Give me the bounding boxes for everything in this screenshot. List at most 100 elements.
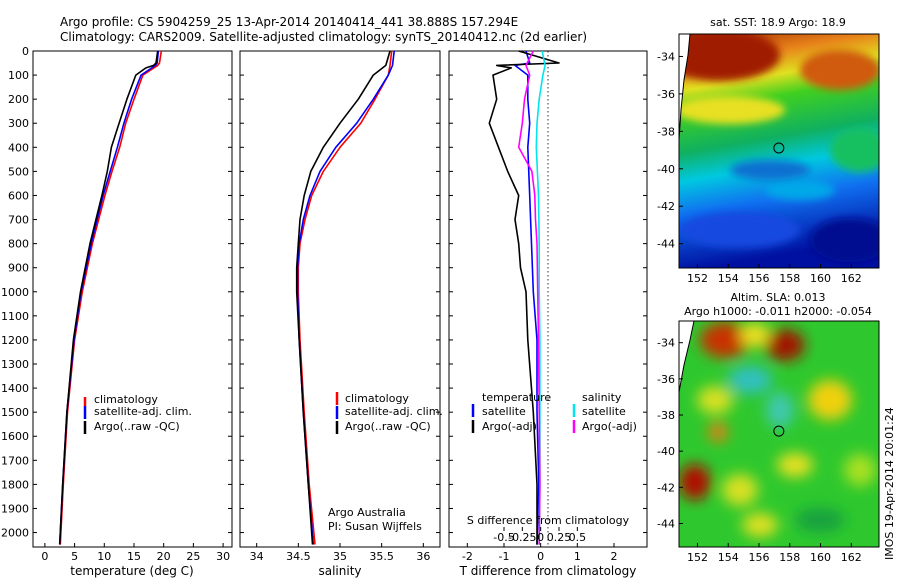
sst-heatmap	[679, 34, 879, 268]
salinity-series-argo-raw-qc	[295, 50, 391, 545]
salinity-xtick-label: 35.5	[369, 550, 394, 563]
depth-tick-label: 100	[8, 69, 29, 82]
depth-tick-label: 1400	[1, 382, 29, 395]
difference-series-temperature-satellite	[514, 50, 540, 545]
salinity-x-label: salinity	[318, 564, 361, 578]
depth-tick-label: 1500	[1, 406, 29, 419]
depth-tick-label: 300	[8, 117, 29, 130]
temperature-legend: climatology satellite-adj. clim. Argo(..…	[83, 393, 192, 434]
depth-tick-label: 1800	[1, 478, 29, 491]
sla_map-lon-tick-label: 154	[718, 551, 739, 564]
sst_map-lat-tick-label: -38	[657, 125, 675, 138]
salinity-diff-tick-label: -0.5	[493, 531, 514, 544]
difference-series-salinity-argo-adj	[517, 50, 541, 545]
legend-temp-argo-label: Argo(-adj)	[482, 420, 537, 433]
sst-map-panel: sat. SST: 18.9 Argo: 18.9 152 154 156 158 16…	[657, 16, 880, 285]
depth-tick-label: 600	[8, 189, 29, 202]
legend-satellite-label: satellite-adj. clim.	[345, 405, 443, 418]
sst_map-lon-tick-label: 154	[718, 272, 739, 285]
salinity-diff-tick-label: 0.25	[547, 531, 572, 544]
salinity-diff-tick-label: 0	[537, 531, 544, 544]
sla_map-lat-tick-label: -44	[657, 517, 675, 530]
sst_map-lon-tick-label: 152	[687, 272, 708, 285]
temperature-axes-box	[32, 50, 233, 548]
sla_map-lat-tick-label: -40	[657, 445, 675, 458]
salinity-xtick-label: 34	[250, 550, 264, 563]
difference-xtick-label: 0	[537, 550, 544, 563]
difference-xtick-label: 1	[574, 550, 581, 563]
figure-title-line2: Climatology: CARS2009. Satellite-adjuste…	[60, 30, 587, 44]
temperature-xtick-label: 15	[127, 550, 141, 563]
difference-profile-panel: -2 -1 0 1 2 -0.5-0.25 0 0.250.5 S difference fr…	[448, 50, 648, 578]
credit-organisation: Argo Australia	[328, 506, 406, 519]
sla_map-lat-tick-label: -34	[657, 337, 675, 350]
sst_map-lat-tick-label: -34	[657, 50, 675, 63]
legend-argo-label: Argo(..raw -QC)	[345, 420, 431, 433]
sst_map-lat-tick-label: -42	[657, 200, 675, 213]
sst_map-lon-tick-label: 156	[749, 272, 770, 285]
sla-map-panel: Altim. SLA: 0.013 Argo h1000: -0.011 h20…	[657, 291, 880, 564]
depth-tick-label: 700	[8, 214, 29, 227]
depth-tick-label: 200	[8, 93, 29, 106]
legend-satellite-label: satellite-adj. clim.	[94, 405, 192, 418]
temperature-series-argo-raw-qc	[58, 50, 159, 545]
sla_map-lon-tick-label: 160	[810, 551, 831, 564]
sla-map-box	[678, 320, 880, 548]
temperature-xtick-label: 0	[41, 550, 48, 563]
sla_map-lon-tick-label: 156	[749, 551, 770, 564]
t-difference-label: T difference from climatology	[459, 564, 637, 578]
depth-tick-label: 1600	[1, 430, 29, 443]
credit-pi: PI: Susan Wijffels	[328, 520, 422, 533]
depth-tick-label: 1700	[1, 454, 29, 467]
depth-tick-label: 900	[8, 262, 29, 275]
legend-temp-satellite-label: satellite	[482, 405, 526, 418]
sst_map-lon-tick-label: 158	[779, 272, 800, 285]
salinity-xtick-label: 36	[416, 550, 430, 563]
sst-map-title: sat. SST: 18.9 Argo: 18.9	[710, 16, 846, 29]
difference-legend: temperature salinity satellite Argo(-adj…	[471, 391, 637, 433]
sst_map-lon-tick-label: 160	[810, 272, 831, 285]
temperature-xtick-label: 30	[216, 550, 230, 563]
depth-tick-label: 800	[8, 238, 29, 251]
salinity-xtick-label: 34.5	[286, 550, 311, 563]
temperature-xtick-label: 5	[71, 550, 78, 563]
sla_map-lat-tick-label: -38	[657, 409, 675, 422]
sst_map-lat-tick-label: -44	[657, 238, 675, 251]
difference-series-temperature-argo-adj	[488, 50, 560, 545]
depth-tick-label: 1900	[1, 502, 29, 515]
sla-argo-location-marker	[773, 425, 785, 437]
depth-tick-label: 1000	[1, 286, 29, 299]
legend-climatology-label: climatology	[94, 393, 158, 406]
sla_map-lat-tick-label: -42	[657, 481, 675, 494]
sst_map-lon-tick-label: 162	[841, 272, 862, 285]
sst_map-lat-tick-label: -40	[657, 163, 675, 176]
legend-sal-satellite-label: satellite	[582, 405, 626, 418]
sla_map-lon-tick-label: 152	[687, 551, 708, 564]
legend-climatology-label: climatology	[345, 392, 409, 405]
depth-tick-label: 400	[8, 141, 29, 154]
legend-temperature-header: temperature	[482, 391, 551, 404]
sla_map-lon-tick-label: 162	[841, 551, 862, 564]
temperature-xtick-label: 25	[186, 550, 200, 563]
salinity-profile-panel: 34 34.5 35 35.5 36 salinity climatology sate…	[239, 50, 443, 578]
depth-tick-label: 2000	[1, 527, 29, 540]
depth-tick-label: 500	[8, 165, 29, 178]
depth-tick-label: 1200	[1, 334, 29, 347]
depth-tick-label: 1100	[1, 310, 29, 323]
salinity-xtick-label: 35	[333, 550, 347, 563]
sst_map-lat-tick-label: -36	[657, 88, 675, 101]
sla-heatmap	[679, 321, 879, 547]
sla_map-lat-tick-label: -36	[657, 373, 675, 386]
imos-timestamp-label: IMOS 19-Apr-2014 20:01:24	[883, 407, 896, 560]
salinity-diff-tick-label: -0.25	[508, 531, 536, 544]
difference-xtick-label: -1	[499, 550, 510, 563]
depth-tick-label: 0	[22, 45, 29, 58]
legend-argo-label: Argo(..raw -QC)	[94, 420, 180, 433]
sla-map-title-line2: Argo h1000: -0.011 h2000: -0.054	[684, 305, 872, 318]
figure-title-line1: Argo profile: CS 5904259_25 13-Apr-2014 …	[60, 15, 518, 29]
salinity-legend: climatology satellite-adj. clim. Argo(..…	[335, 392, 443, 434]
difference-xtick-label: -2	[462, 550, 473, 563]
salinity-axes-box	[239, 50, 441, 548]
temperature-x-label: temperature (deg C)	[70, 564, 193, 578]
